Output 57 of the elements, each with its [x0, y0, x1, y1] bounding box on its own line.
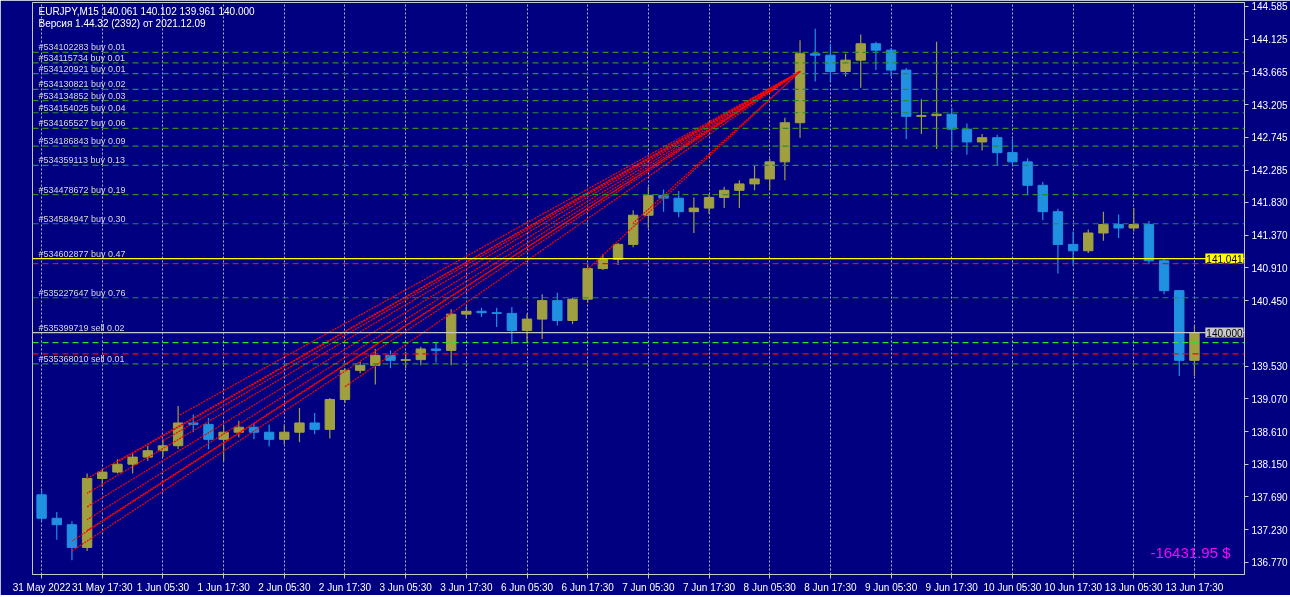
x-tick-label: 1 Jun 05:30: [136, 581, 190, 593]
ref-line-label: #534186843 buy 0.09: [38, 136, 126, 147]
x-tick-label: 31 May 2022: [12, 581, 71, 593]
x-tick-label: 6 Jun 05:30: [500, 581, 554, 593]
ref-line-label: #534120921 buy 0.01: [38, 63, 126, 74]
x-tick-label: 7 Jun 05:30: [622, 581, 675, 593]
y-tick-label: 139.070: [1251, 393, 1289, 405]
x-tick-label: 3 Jun 17:30: [440, 581, 493, 593]
text: Версия 1.44.32 (2392) от 2021.12.09: [38, 17, 207, 29]
y-tick-label: 141.370: [1251, 230, 1289, 242]
annotation: -16431.95 $: [1150, 543, 1232, 561]
ref-line-label: #534154025 buy 0.04: [38, 102, 126, 113]
x-tick-label: 9 Jun 05:30: [864, 581, 918, 593]
x-tick-label: 3 Jun 05:30: [379, 581, 433, 593]
x-tick-label: 9 Jun 17:30: [925, 581, 979, 593]
y-tick-label: 140.910: [1251, 262, 1289, 274]
ref-line-label: #534165527 buy 0.06: [38, 118, 126, 129]
y-tick-label: 143.205: [1251, 99, 1289, 111]
x-tick-label: 8 Jun 05:30: [743, 581, 797, 593]
y-tick-label: 137.230: [1251, 524, 1289, 536]
x-tick-label: 31 May 17:30: [71, 581, 134, 593]
y-tick-label: 142.285: [1251, 165, 1289, 177]
ref-line-label: 140.000: [1206, 327, 1243, 339]
x-tick-label: 2 Jun 05:30: [258, 581, 311, 593]
x-tick-label: 10 Jun 17:30: [1044, 581, 1103, 593]
ref-line-label: #534478672 buy 0.19: [38, 184, 126, 195]
y-tick-label: 143.665: [1251, 66, 1289, 78]
chart-title: EURJPY,M15 140.061 140.102 139.961 140.000: [38, 5, 256, 17]
y-tick-label: 144.125: [1251, 34, 1289, 46]
y-tick-label: 139.530: [1251, 361, 1289, 373]
y-tick-label: 142.745: [1251, 132, 1289, 144]
x-tick-label: 13 Jun 05:30: [1104, 581, 1164, 593]
x-tick-label: 6 Jun 17:30: [561, 581, 615, 593]
ref-line-label: #534134852 buy 0.03: [38, 90, 126, 101]
y-tick-label: 138.150: [1251, 459, 1289, 471]
ref-line-label: #534584947 buy 0.30: [38, 213, 126, 224]
x-tick-label: 10 Jun 05:30: [983, 581, 1042, 593]
x-tick-label: 8 Jun 17:30: [804, 581, 857, 593]
ref-line-label: #534115734 buy 0.01: [38, 52, 125, 63]
x-tick-label: 2 Jun 17:30: [318, 581, 372, 593]
ref-line-label: #534102283 buy 0.01: [38, 42, 126, 53]
ref-line-label: 141.041: [1206, 253, 1243, 265]
annotation: #534602877 buy 0.47: [38, 248, 126, 259]
x-tick-label: 1 Jun 17:30: [197, 581, 251, 593]
ref-line-label: #534359113 buy 0.13: [38, 155, 125, 166]
x-tick-label: 7 Jun 17:30: [682, 581, 736, 593]
y-tick-label: 138.610: [1251, 426, 1289, 438]
ref-line-label: #535227647 buy 0.76: [38, 287, 126, 298]
ref-line-label: #535368010 sell 0.01: [38, 353, 125, 364]
x-tick-label: 13 Jun 17:30: [1165, 581, 1224, 593]
y-tick-label: 141.830: [1251, 197, 1289, 209]
ref-line-label: #534130821 buy 0.02: [38, 79, 126, 90]
y-tick-label: 140.450: [1251, 295, 1289, 307]
y-tick-label: 144.585: [1251, 1, 1289, 13]
annotation: #535399719 sell 0.02: [38, 322, 125, 333]
y-tick-label: 137.690: [1251, 491, 1289, 503]
y-tick-label: 136.770: [1251, 557, 1289, 569]
